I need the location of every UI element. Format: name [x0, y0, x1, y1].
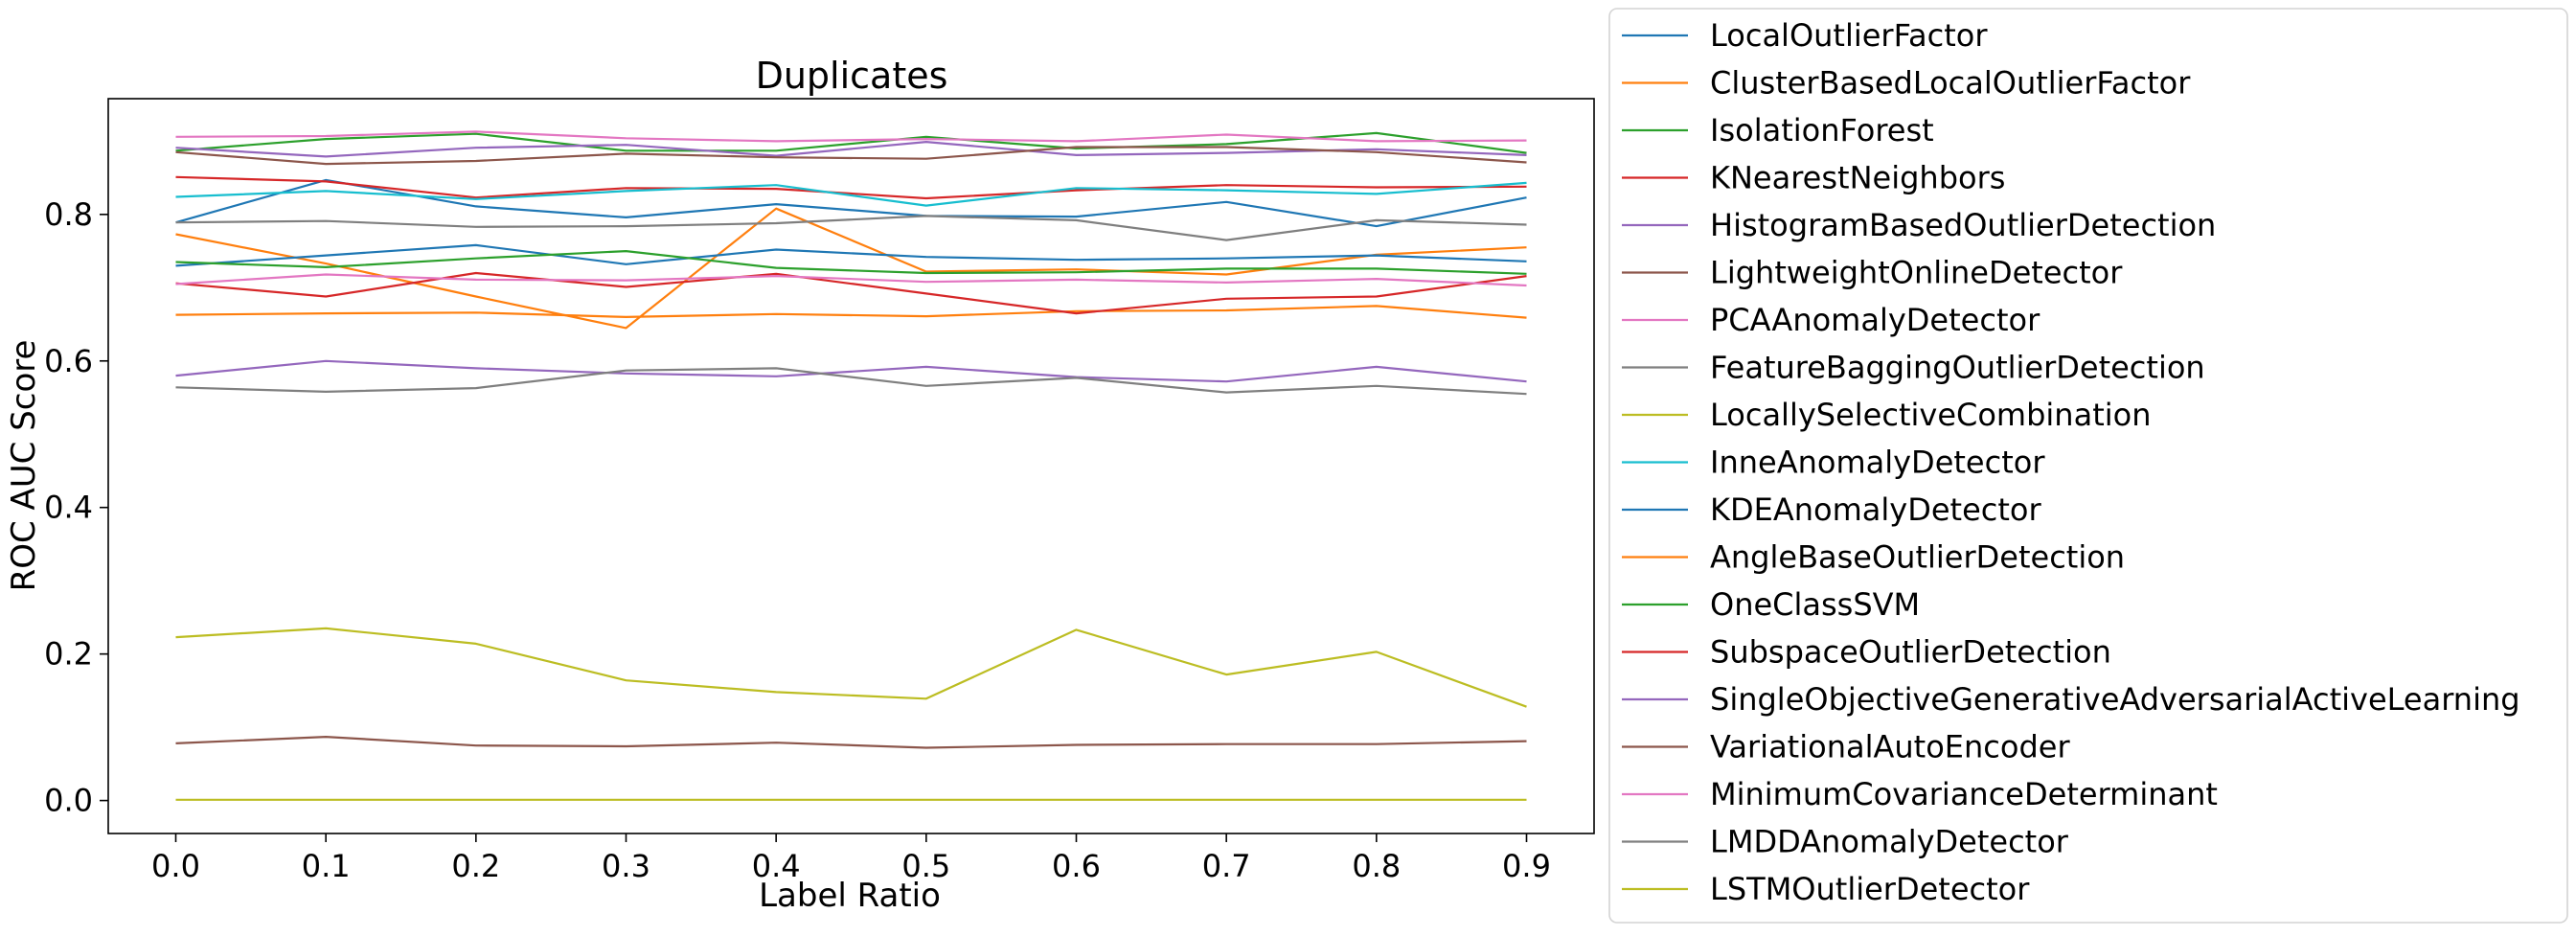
- legend-label: IsolationForest: [1710, 112, 1934, 148]
- series-line-4: [175, 359, 1527, 383]
- legend: LocalOutlierFactor ClusterBasedLocalOutli…: [1608, 8, 2568, 924]
- legend-label: PCAAnomalyDetector: [1710, 302, 2040, 338]
- x-tick-label: 0.9: [1502, 848, 1551, 884]
- series-line-3: [175, 175, 1527, 200]
- x-axis-ticks: 0.0 0.1 0.2 0.3 0.4 0.5 0.6 0.7 0.8 0.9: [151, 833, 1551, 884]
- plot-area-frame: [107, 98, 1595, 834]
- x-tick-label: 0.2: [451, 848, 500, 884]
- series-line-17: [175, 367, 1527, 396]
- legend-label: LocallySelectiveCombination: [1710, 397, 2151, 433]
- x-tick-label: 0.6: [1052, 848, 1101, 884]
- series-line-15: [175, 146, 1527, 166]
- legend-label: LSTMOutlierDetector: [1710, 871, 2030, 907]
- x-tick-label: 0.3: [602, 848, 650, 884]
- x-tick-label: 0.4: [752, 848, 801, 884]
- series-line-0: [175, 178, 1527, 228]
- series-line-12: [175, 250, 1527, 275]
- x-tick-label: 0.7: [1202, 848, 1251, 884]
- x-tick-label: 0.5: [901, 848, 950, 884]
- y-axis-ticks: 0.0 0.2 0.4 0.6 0.8: [44, 196, 108, 819]
- series-line-14: [175, 141, 1527, 158]
- legend-label: LocalOutlierFactor: [1710, 17, 1988, 54]
- legend-label: LightweightOnlineDetector: [1710, 255, 2123, 291]
- series-line-16: [175, 273, 1527, 287]
- y-axis-label: ROC AUC Score: [5, 340, 43, 592]
- x-tick-label: 0.0: [151, 848, 200, 884]
- chart-title: Duplicates: [756, 55, 948, 97]
- legend-label: MinimumCovarianceDeterminant: [1710, 776, 2218, 812]
- series-line-1: [175, 207, 1527, 330]
- legend-label: SubspaceOutlierDetection: [1710, 634, 2111, 671]
- x-tick-label: 0.1: [302, 848, 351, 884]
- series-line-10: [175, 243, 1527, 267]
- legend-label: AngleBaseOutlierDetection: [1710, 539, 2125, 576]
- legend-label: VariationalAutoEncoder: [1710, 729, 2070, 765]
- legend-label: KDEAnomalyDetector: [1710, 491, 2041, 528]
- legend-label: HistogramBasedOutlierDetection: [1710, 207, 2216, 243]
- series-line-7: [175, 215, 1527, 241]
- legend-label: SingleObjectiveGenerativeAdversarialActi…: [1710, 681, 2520, 718]
- legend-label: LMDDAnomalyDetector: [1710, 824, 2069, 860]
- legend-label: FeatureBaggingOutlierDetection: [1710, 350, 2205, 386]
- legend-label: OneClassSVM: [1710, 586, 1920, 623]
- legend-label: InneAnomalyDetector: [1710, 445, 2045, 481]
- y-tick-label: 0.6: [44, 343, 93, 379]
- series-line-6: [175, 130, 1527, 143]
- x-axis-label: Label Ratio: [759, 877, 941, 915]
- legend-frame: [1608, 8, 2568, 924]
- series-line-11: [175, 305, 1527, 319]
- y-tick-label: 0.8: [44, 196, 93, 233]
- series-line-13: [175, 271, 1527, 315]
- x-tick-label: 0.8: [1352, 848, 1401, 884]
- y-tick-label: 0.2: [44, 636, 93, 673]
- legend-label: ClusterBasedLocalOutlierFactor: [1710, 65, 2191, 102]
- y-tick-label: 0.0: [44, 783, 93, 819]
- y-tick-label: 0.4: [44, 490, 93, 526]
- series-line-5: [175, 735, 1527, 749]
- series-line-18: [175, 627, 1527, 708]
- plot-lines: [175, 130, 1527, 801]
- series-line-9: [175, 181, 1527, 207]
- legend-label: KNearestNeighbors: [1710, 160, 2005, 196]
